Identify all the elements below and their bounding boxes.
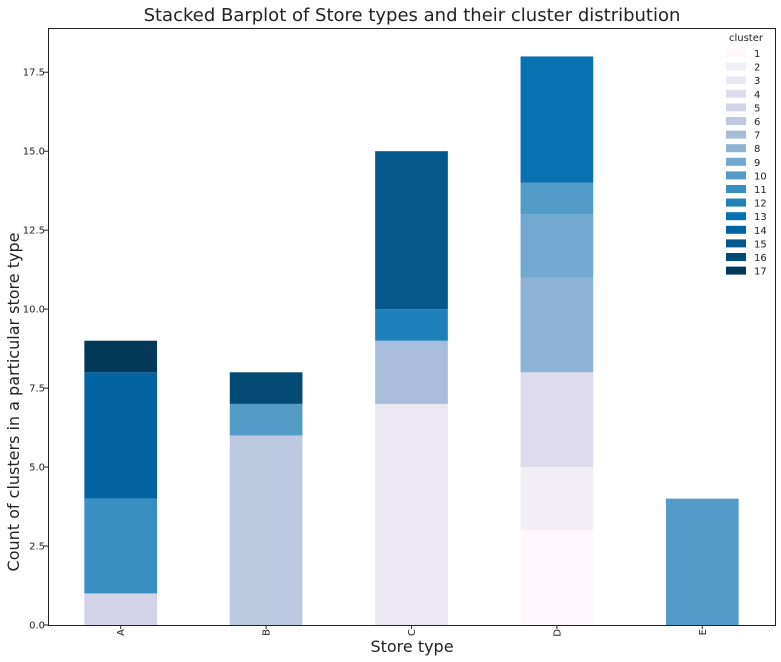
- y-tick-label: 12.5: [23, 226, 45, 237]
- legend-swatch: [726, 103, 746, 112]
- legend-label: 15: [754, 239, 767, 250]
- x-tick-label: C: [407, 629, 418, 636]
- y-tick-label: 10.0: [23, 305, 45, 316]
- x-tick-label: A: [116, 629, 127, 636]
- legend-swatch: [726, 198, 746, 207]
- bar-segment-C-cluster-15: [375, 151, 448, 310]
- legend-swatch: [726, 157, 746, 166]
- legend-label: 7: [754, 131, 760, 142]
- y-tick-label: 15.0: [23, 147, 45, 158]
- legend-swatch: [726, 266, 746, 275]
- legend-label: 6: [754, 117, 760, 128]
- legend-swatch: [726, 49, 746, 57]
- bar-segment-E-cluster-10: [665, 498, 739, 625]
- legend-swatch: [726, 130, 746, 139]
- legend-swatch: [726, 144, 746, 153]
- legend-label: 8: [754, 144, 760, 155]
- x-tick-label: D: [552, 629, 563, 637]
- legend-label: 10: [754, 171, 767, 182]
- legend-label: 2: [754, 63, 760, 74]
- bar-segment-D-cluster-8: [520, 277, 594, 373]
- x-tick-label: E: [698, 629, 709, 635]
- bar-segment-B-cluster-16: [229, 372, 303, 404]
- bar-segment-D-cluster-2: [520, 467, 594, 531]
- legend-label: 5: [754, 103, 760, 114]
- legend-swatch: [726, 117, 746, 125]
- plot-area: [84, 56, 739, 625]
- bar-segment-D-cluster-9: [520, 214, 594, 278]
- legend-swatch: [726, 253, 746, 261]
- legend-swatch: [726, 239, 746, 248]
- bar-segment-D-cluster-4: [520, 372, 594, 468]
- bar-segment-D-cluster-13: [520, 56, 594, 183]
- legend-label: 12: [754, 199, 767, 210]
- x-tick-label: B: [262, 629, 273, 636]
- y-tick-label: 17.5: [23, 68, 45, 79]
- legend-swatch: [726, 171, 746, 180]
- legend-swatch: [726, 212, 746, 221]
- legend-label: 14: [754, 226, 767, 237]
- legend-label: 11: [754, 185, 767, 196]
- bar-segment-C-cluster-12: [375, 309, 448, 341]
- legend-swatch: [726, 62, 746, 71]
- legend-label: 3: [754, 76, 760, 87]
- bar-segment-C-cluster-7: [375, 340, 448, 404]
- legend-label: 1: [754, 49, 760, 60]
- legend-label: 17: [754, 267, 767, 278]
- x-axis-label: Store type: [370, 637, 453, 656]
- legend-swatch: [726, 76, 746, 85]
- y-axis: 0.0 2.5 5.0 7.5 10.0 12.5 15.0 17.5: [23, 68, 48, 632]
- bar-segment-A-cluster-11: [84, 498, 158, 594]
- legend-title: cluster: [729, 33, 764, 44]
- bar-segment-B-cluster-6: [229, 435, 303, 625]
- y-tick-label: 2.5: [29, 542, 45, 553]
- legend-label: 13: [754, 212, 767, 223]
- legend-label: 4: [754, 90, 760, 101]
- legend-swatch: [726, 225, 746, 234]
- legend-swatch: [726, 89, 746, 98]
- bar-segment-A-cluster-17: [84, 340, 158, 373]
- bar-segment-C-cluster-3: [375, 403, 448, 625]
- y-tick-label: 5.0: [29, 463, 45, 474]
- legend-swatch: [726, 185, 746, 193]
- legend-label: 9: [754, 158, 760, 169]
- x-axis: A B C D E: [116, 625, 709, 637]
- chart-title: Stacked Barplot of Store types and their…: [144, 5, 681, 26]
- legend-label: 16: [754, 253, 767, 264]
- y-tick-label: 7.5: [29, 384, 45, 395]
- bar-segment-D-cluster-10: [520, 182, 594, 215]
- y-axis-label: Count of clusters in a particular store …: [4, 233, 23, 572]
- bar-segment-A-cluster-14: [84, 372, 158, 499]
- bar-segment-A-cluster-5: [84, 593, 158, 625]
- bar-segment-B-cluster-10: [229, 403, 303, 436]
- bar-segment-D-cluster-1: [520, 530, 594, 625]
- y-tick-label: 0.0: [29, 621, 45, 632]
